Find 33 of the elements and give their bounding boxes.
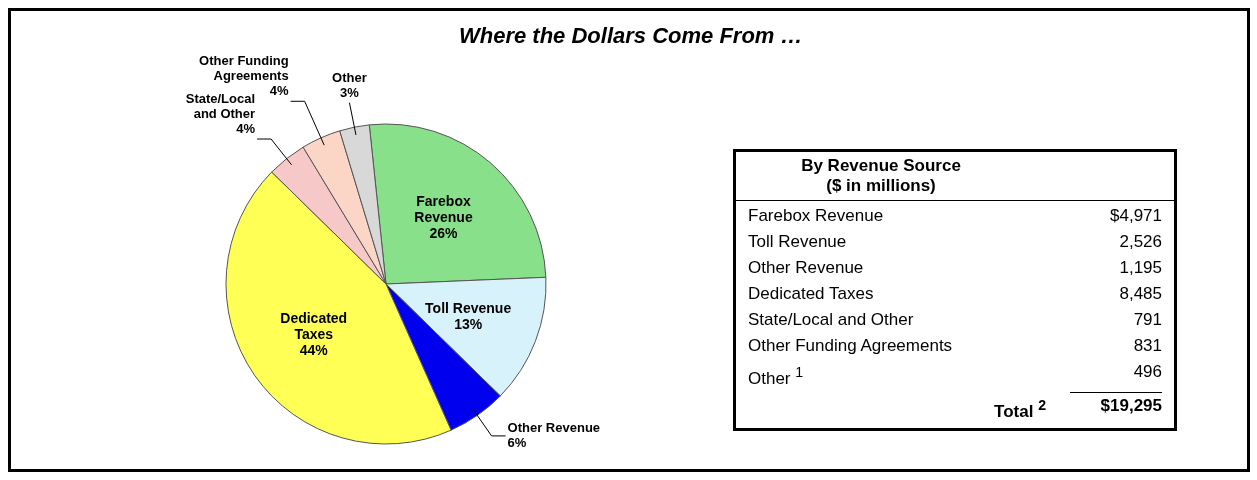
chart-title: Where the Dollars Come From … [459,23,803,49]
text: 2,526 [1118,231,1162,253]
data-label: 13% [454,315,483,332]
data-label: 44% [299,342,329,359]
slice-label: Other [332,69,367,85]
slice-label: Dedicated Taxes [280,310,348,343]
text: 791 [1132,309,1162,331]
data-label: 6% [507,434,527,450]
text: ($ in millions) [825,176,937,197]
text: Total $^{2}$ [994,395,1046,423]
text: $4,971 [1109,205,1162,227]
text: 8,485 [1118,283,1162,305]
text: 1,195 [1118,257,1162,279]
text: 831 [1132,335,1162,357]
slice-label: State/Local and Other [185,91,256,122]
slice-label: Farebox Revenue [414,193,473,226]
text: Other $^{1}$ [748,363,804,390]
text: Toll Revenue [748,231,847,253]
text: Farebox Revenue [748,205,884,227]
text: Dedicated Taxes [748,283,874,305]
slice-label: Other Revenue [507,419,601,435]
slice-label: Other Funding Agreements [199,53,289,84]
data-label: 4% [269,83,290,99]
text: $19,295 [1070,391,1162,425]
text: By Revenue Source [800,155,962,176]
text: 496 [1132,361,1162,383]
data-label: 26% [429,225,459,242]
data-label: 4% [236,121,256,137]
text: State/Local and Other [748,309,914,331]
text: Other Revenue [748,257,864,279]
text: Other Funding Agreements [748,335,953,357]
data-label: 3% [340,84,360,100]
slice-label: Toll Revenue [425,299,512,316]
